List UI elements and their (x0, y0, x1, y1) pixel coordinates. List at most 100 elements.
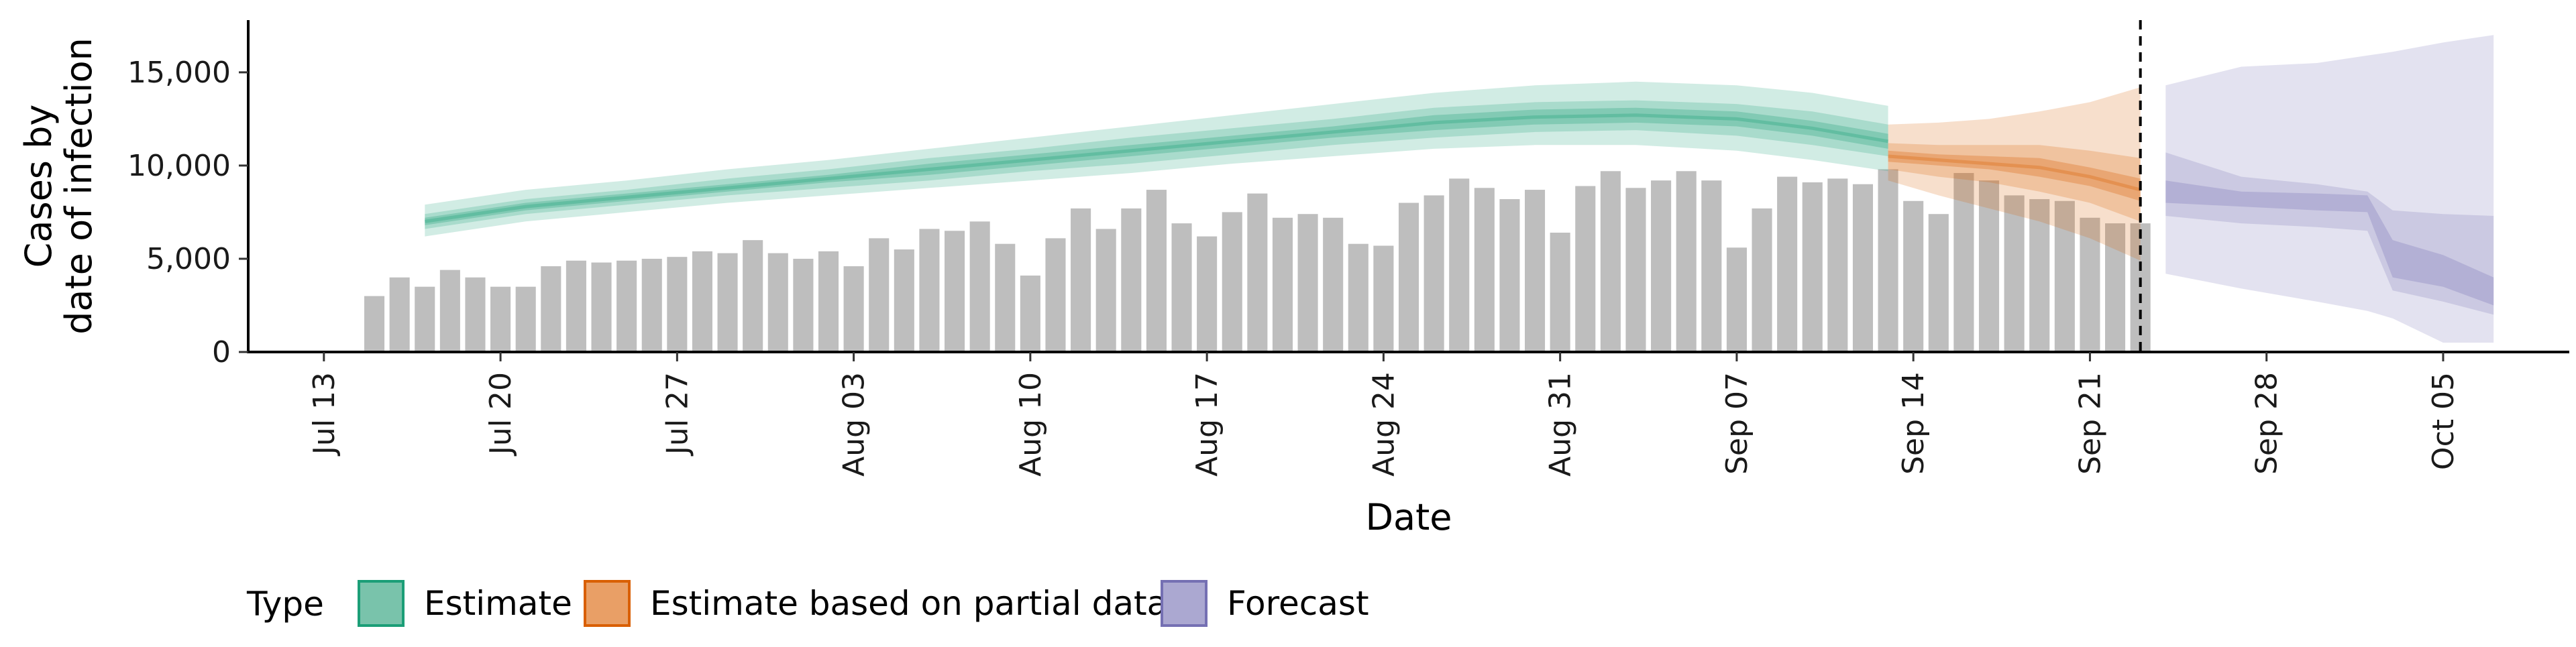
y-axis-title-line: date of infection (58, 38, 100, 335)
bar (490, 286, 511, 352)
band-inner (2165, 180, 2494, 306)
bar (1197, 236, 1218, 352)
bar (389, 277, 410, 352)
y-tick-label: 5,000 (146, 242, 231, 276)
x-tick-label: Jul 13 (307, 372, 341, 457)
bar (1575, 186, 1596, 352)
bar (1424, 195, 1444, 352)
band-outer (1888, 87, 2141, 261)
bar (1726, 247, 1747, 352)
bar (1978, 180, 2000, 352)
bar (1928, 214, 1949, 352)
bar (692, 251, 712, 352)
bar (1777, 176, 1798, 352)
bar (1297, 214, 1318, 352)
x-axis-title: Date (1365, 496, 1452, 538)
x-tick-label: Jul 20 (484, 372, 518, 457)
bar (1095, 229, 1116, 352)
median-line (1888, 154, 2141, 192)
bar (439, 270, 460, 352)
bar (1525, 190, 1546, 352)
bar (2080, 217, 2100, 352)
bar (818, 251, 839, 352)
bar (767, 253, 788, 352)
legend-label: Forecast (1227, 584, 1369, 623)
x-tick-label: Aug 10 (1014, 372, 1048, 477)
bar (1651, 180, 1672, 352)
legend-label: Estimate (424, 584, 572, 623)
band-outer (425, 81, 1888, 237)
x-tick-label: Sep 21 (2073, 372, 2107, 475)
bar (793, 258, 814, 352)
bar (1600, 171, 1621, 352)
bar (945, 231, 965, 352)
x-tick-label: Aug 31 (1544, 372, 1578, 477)
bar (616, 260, 637, 352)
bar (1676, 171, 1697, 352)
bar (743, 240, 763, 352)
y-axis-title-line: Cases by (17, 105, 60, 268)
bar (717, 253, 738, 352)
bar (1323, 217, 1344, 352)
series-estimate-based-on-partial-data (1888, 87, 2141, 261)
x-tick-label: Sep 07 (1720, 372, 1754, 475)
x-tick-label: Aug 03 (837, 372, 871, 477)
y-tick-label: 15,000 (127, 56, 231, 90)
bar (1474, 188, 1495, 352)
y-axis-title: Cases bydate of infection (17, 38, 100, 335)
bar (1499, 198, 1520, 352)
x-tick-label: Jul 27 (660, 372, 694, 457)
bar (843, 266, 864, 352)
bar (1953, 173, 1974, 352)
x-tick-label: Sep 28 (2250, 372, 2284, 475)
bar (1903, 200, 1924, 352)
bar (1171, 223, 1192, 352)
bar (2054, 200, 2075, 352)
median-line (424, 113, 1889, 223)
x-tick-label: Aug 24 (1366, 372, 1401, 477)
bar (591, 262, 612, 352)
bar (1045, 238, 1066, 352)
bar (1272, 217, 1293, 352)
axes-layer: 0 5,000 10,000 15,000 Jul 13 Jul 20 Jul 27 Aug … (17, 20, 2569, 538)
series-estimate (424, 81, 1889, 237)
bar (1373, 245, 1394, 352)
bar (1625, 188, 1646, 352)
x-tick-label: Aug 17 (1190, 372, 1224, 477)
legend-key (358, 580, 405, 627)
x-tick-label: Oct 05 (2426, 372, 2461, 470)
bar (1398, 202, 1419, 352)
bar (1701, 180, 1722, 352)
x-tick-label: Sep 14 (1896, 372, 1931, 475)
bar (1550, 233, 1570, 352)
bar (1146, 190, 1167, 352)
bars-layer (364, 169, 2151, 352)
bar (641, 258, 662, 352)
bar (2004, 195, 2025, 352)
bar (995, 243, 1016, 352)
bar (1449, 178, 1470, 352)
bar (1020, 275, 1040, 352)
y-tick-label: 0 (212, 335, 231, 369)
bar (415, 286, 435, 352)
bar (2105, 223, 2126, 352)
legend-key (1161, 580, 1208, 627)
band-middle (425, 100, 1888, 229)
bar (515, 286, 536, 352)
bar (1348, 243, 1368, 352)
bar (1827, 178, 1848, 352)
bands-layer (424, 35, 2494, 343)
bar (364, 296, 385, 352)
legend-label: Estimate based on partial data (650, 584, 1167, 623)
bar (566, 260, 586, 352)
band-middle (2165, 152, 2494, 315)
bar (869, 238, 890, 352)
bar (2029, 198, 2050, 352)
bar (465, 277, 486, 352)
series-forecast (2165, 35, 2494, 343)
legend-key (584, 580, 631, 627)
bar (1802, 182, 1823, 352)
band-inner (425, 107, 1888, 225)
bar (541, 266, 561, 352)
